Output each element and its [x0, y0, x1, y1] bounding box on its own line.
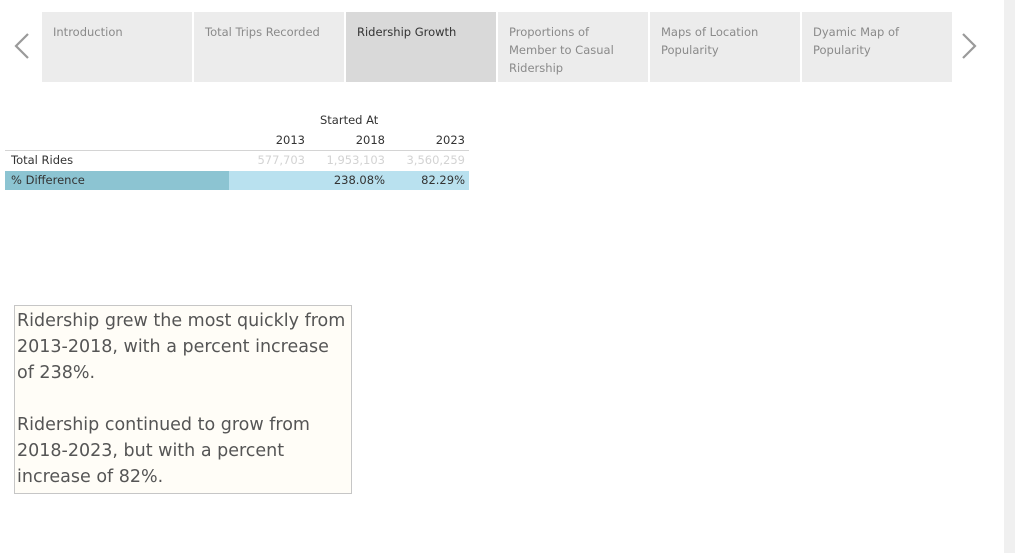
- tab-label: Maps of Location Popularity: [661, 25, 759, 57]
- tab-location-popularity-maps[interactable]: Maps of Location Popularity: [650, 12, 800, 82]
- next-story-button[interactable]: [955, 28, 983, 64]
- tab-introduction[interactable]: Introduction: [42, 12, 192, 82]
- header-divider: [5, 150, 469, 151]
- row-label-percent-difference: % Difference: [11, 173, 85, 187]
- previous-story-button[interactable]: [8, 28, 36, 64]
- tab-label: Introduction: [53, 25, 123, 39]
- highlight-row-cell-band: [229, 171, 469, 190]
- column-header-2023: 2023: [435, 133, 465, 147]
- tab-label: Dyamic Map of Popularity: [813, 25, 900, 57]
- tab-label: Proportions of Member to Casual Ridershi…: [509, 25, 614, 75]
- annotation-paragraph: Ridership grew the most quickly from 201…: [17, 311, 346, 383]
- annotation-paragraph: Ridership continued to grow from 2018-20…: [17, 415, 310, 487]
- column-header-2018: 2018: [355, 133, 385, 147]
- tab-label: Total Trips Recorded: [205, 25, 320, 39]
- annotation-text-box: Ridership grew the most quickly from 201…: [14, 305, 352, 494]
- highlight-row-label-band: [5, 171, 229, 190]
- tab-ridership-growth[interactable]: Ridership Growth: [346, 12, 496, 82]
- cell-total-rides-2013[interactable]: 577,703: [257, 153, 305, 167]
- cell-total-rides-2018[interactable]: 1,953,103: [326, 153, 385, 167]
- chevron-right-icon: [962, 33, 977, 59]
- column-header-title: Started At: [320, 113, 379, 127]
- tab-total-trips-recorded[interactable]: Total Trips Recorded: [194, 12, 344, 82]
- cell-total-rides-2023[interactable]: 3,560,259: [406, 153, 465, 167]
- cell-percent-difference-2018[interactable]: 238.08%: [333, 173, 385, 187]
- scrollbar-track[interactable]: [1004, 0, 1015, 553]
- tab-dynamic-popularity-map[interactable]: Dyamic Map of Popularity: [802, 12, 952, 82]
- row-label-total-rides: Total Rides: [11, 153, 74, 167]
- tab-member-casual-proportions[interactable]: Proportions of Member to Casual Ridershi…: [498, 12, 648, 82]
- chevron-left-icon: [14, 33, 29, 59]
- ridership-crosstab[interactable]: Started At 2013 2018 2023 Total Rides 57…: [5, 110, 469, 192]
- cell-percent-difference-2023[interactable]: 82.29%: [421, 173, 465, 187]
- column-header-2013: 2013: [275, 133, 305, 147]
- tab-label: Ridership Growth: [357, 25, 457, 39]
